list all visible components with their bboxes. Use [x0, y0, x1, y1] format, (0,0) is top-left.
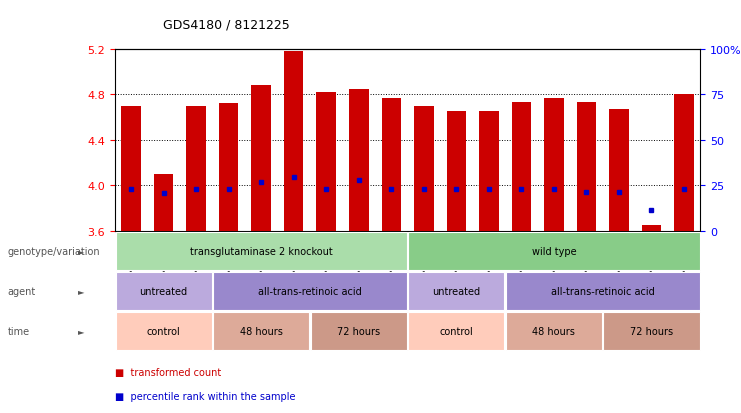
Bar	[316, 93, 336, 231]
Bar	[447, 112, 466, 231]
Bar	[511, 103, 531, 231]
Text: 72 hours: 72 hours	[630, 326, 673, 336]
Text: ►: ►	[78, 327, 84, 336]
Text: untreated: untreated	[139, 286, 187, 296]
Bar	[479, 112, 499, 231]
Bar	[609, 110, 628, 231]
Text: agent: agent	[7, 286, 36, 296]
Bar	[642, 225, 661, 231]
Text: untreated: untreated	[432, 286, 480, 296]
Text: 48 hours: 48 hours	[533, 326, 575, 336]
Text: 72 hours: 72 hours	[337, 326, 380, 336]
Text: genotype/variation: genotype/variation	[7, 246, 100, 256]
Bar	[349, 89, 368, 231]
Text: GDS4180 / 8121225: GDS4180 / 8121225	[163, 19, 290, 31]
Bar	[284, 52, 304, 231]
Text: ►: ►	[78, 247, 84, 256]
Text: ►: ►	[78, 287, 84, 296]
Bar	[674, 95, 694, 231]
Text: all-trans-retinoic acid: all-trans-retinoic acid	[258, 286, 362, 296]
Bar	[154, 174, 173, 231]
Bar	[122, 106, 141, 231]
Bar	[219, 104, 239, 231]
Text: ■  transformed count: ■ transformed count	[115, 367, 221, 377]
Text: time: time	[7, 326, 30, 336]
Bar	[187, 106, 206, 231]
Bar	[251, 86, 271, 231]
Bar	[414, 106, 433, 231]
Text: ■  percentile rank within the sample: ■ percentile rank within the sample	[115, 392, 296, 401]
Bar	[382, 98, 401, 231]
Bar	[544, 98, 564, 231]
Text: all-trans-retinoic acid: all-trans-retinoic acid	[551, 286, 654, 296]
Text: wild type: wild type	[531, 246, 576, 256]
Text: transglutaminase 2 knockout: transglutaminase 2 knockout	[190, 246, 333, 256]
Text: 48 hours: 48 hours	[240, 326, 282, 336]
Text: control: control	[147, 326, 181, 336]
Text: control: control	[439, 326, 473, 336]
Bar	[576, 103, 597, 231]
